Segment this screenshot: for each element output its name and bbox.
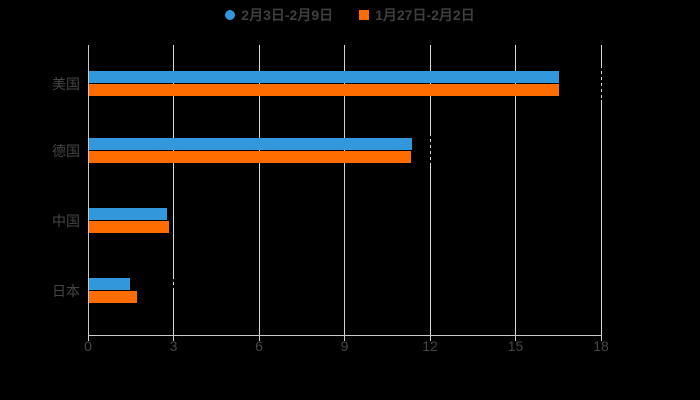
- x-tick-label: 9: [340, 338, 349, 354]
- legend-circle-marker-icon: [225, 10, 236, 20]
- gridline: [258, 45, 260, 335]
- axis-tick: [429, 335, 431, 341]
- gridline-dash-mark: [173, 279, 174, 289]
- legend-label: 1月27日-2月2日: [375, 7, 475, 23]
- legend-item-week-current[interactable]: 2月3日-2月9日: [225, 6, 333, 24]
- axis-tick: [515, 335, 516, 341]
- x-tick-label: 12: [422, 338, 438, 354]
- bar-previous[interactable]: [89, 291, 137, 303]
- gridline: [600, 45, 602, 335]
- x-axis-line: [88, 335, 602, 336]
- axis-tick: [87, 335, 89, 341]
- axis-tick: [344, 335, 345, 341]
- legend-label: 2月3日-2月9日: [241, 7, 334, 23]
- bar-previous[interactable]: [89, 84, 559, 96]
- axis-tick: [600, 335, 602, 341]
- gridline: [344, 45, 345, 335]
- y-category-label: 日本: [52, 282, 80, 299]
- bar-previous[interactable]: [89, 151, 411, 163]
- legend: 2月3日-2月9日 1月27日-2月2日: [0, 6, 700, 24]
- bar-current[interactable]: [89, 138, 412, 150]
- y-category-label: 美国: [52, 75, 80, 92]
- axis-tick: [258, 335, 260, 341]
- legend-square-marker-icon: [359, 10, 370, 20]
- gridline: [429, 45, 431, 335]
- gridline: [173, 45, 174, 335]
- axis-tick: [173, 335, 174, 341]
- y-category-label: 中国: [52, 212, 80, 229]
- x-tick-label: 15: [507, 338, 524, 354]
- x-tick-label: 3: [169, 338, 178, 354]
- gridline-dash-mark: [429, 136, 431, 164]
- bar-current[interactable]: [89, 71, 559, 83]
- x-tick-label: 0: [84, 338, 92, 354]
- gridline: [515, 45, 516, 335]
- gridline-dash-mark: [600, 68, 602, 100]
- bar-current[interactable]: [89, 278, 130, 290]
- y-axis-line: [88, 45, 89, 335]
- legend-item-week-previous[interactable]: 1月27日-2月2日: [359, 6, 475, 24]
- y-category-label: 德国: [52, 142, 80, 159]
- x-tick-label: 6: [255, 338, 263, 354]
- x-tick-label: 18: [593, 338, 609, 354]
- bar-previous[interactable]: [89, 221, 169, 233]
- bar-current[interactable]: [89, 208, 167, 220]
